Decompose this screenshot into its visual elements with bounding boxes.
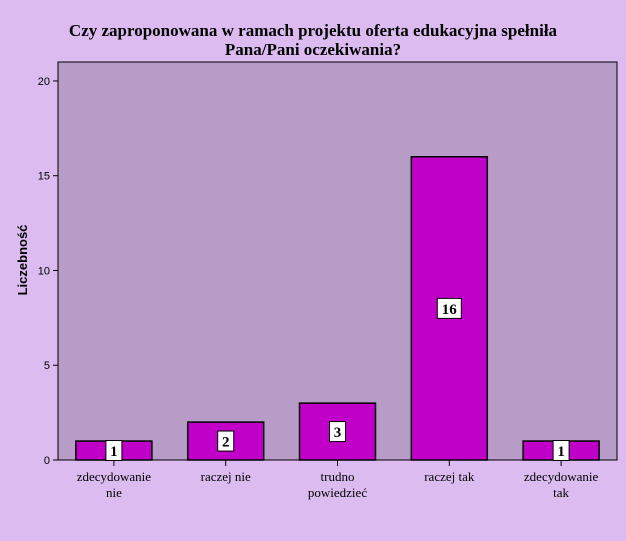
bars: 1 2 3 16 1 — [75, 156, 600, 462]
x-tick-label: zdecydowanie — [77, 469, 152, 484]
data-label-box — [329, 421, 346, 443]
data-label: 1 — [557, 444, 565, 460]
x-tick-label: powiedzieć — [308, 485, 367, 500]
data-label: 2 — [222, 435, 230, 451]
chart-title-line-1: Czy zaproponowana w ramach projektu ofer… — [69, 21, 558, 40]
y-tick-label: 20 — [38, 76, 50, 88]
x-tick-label: nie — [106, 485, 122, 500]
data-label: 16 — [442, 302, 458, 318]
data-label: 3 — [334, 425, 342, 441]
chart-title-line-2: Pana/Pani oczekiwania? — [225, 40, 401, 59]
x-tick-label: raczej nie — [201, 469, 251, 484]
x-tick-label: tak — [553, 485, 569, 500]
y-tick-label: 5 — [44, 360, 50, 372]
data-label-box — [436, 297, 462, 319]
y-axis: 0 5 10 15 20 — [38, 76, 58, 467]
data-label-box — [217, 430, 235, 452]
x-tick-label: raczej tak — [424, 469, 475, 484]
y-axis-label: Liczebność — [15, 225, 30, 296]
data-label: 1 — [110, 444, 118, 460]
y-tick-label: 0 — [44, 455, 50, 467]
plot-area — [57, 61, 618, 461]
y-tick-label: 10 — [38, 265, 50, 277]
x-tick-label: trudno — [321, 469, 355, 484]
y-tick-label: 15 — [38, 171, 50, 183]
x-tick-label: zdecydowanie — [524, 469, 599, 484]
